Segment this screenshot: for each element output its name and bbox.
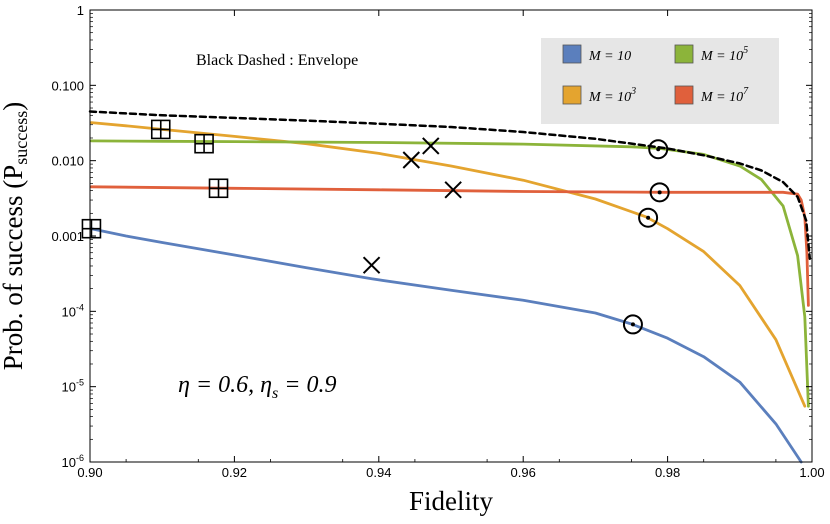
marker-odot-ring <box>649 182 670 203</box>
x-tick-label: 0.94 <box>366 465 391 480</box>
legend-label: M = 103 <box>588 86 636 105</box>
series-lines <box>88 110 812 464</box>
marker-boxplus <box>194 133 214 154</box>
y-tick-label: 0.010 <box>51 154 84 169</box>
markers <box>81 119 670 335</box>
legend-swatch <box>562 85 582 105</box>
legend-label: M = 107 <box>700 86 749 105</box>
series-line-m-10 <box>90 227 803 464</box>
legend-label-base: M = 10 <box>700 90 743 105</box>
marker-odot-ring <box>638 207 659 228</box>
legend-label-base: M = 10 <box>588 49 631 64</box>
y-tick-exp: -6 <box>76 453 84 463</box>
legend-swatch <box>674 85 694 105</box>
marker-cross <box>362 256 381 274</box>
parameters-tail: = 0.9 <box>278 372 336 398</box>
series-line-envelope <box>88 110 812 260</box>
parameters-sub: s <box>272 385 278 402</box>
y-tick-base: 10 <box>62 304 76 319</box>
marker-odot-dot <box>630 322 635 327</box>
y-tick-exp: -5 <box>76 378 84 388</box>
y-tick-label: 10-6 <box>62 453 84 470</box>
x-tick-label: 0.98 <box>655 465 680 480</box>
y-tick-base: 10 <box>62 380 76 395</box>
y-tick-exp: -4 <box>76 302 84 312</box>
marker-odot <box>648 139 669 160</box>
x-axis-title: Fidelity <box>409 486 494 516</box>
legend-label-base: M = 10 <box>700 49 743 64</box>
x-tick-label: 0.90 <box>77 465 102 480</box>
marker-odot-ring <box>648 139 669 160</box>
marker-odot-ring <box>622 314 643 335</box>
annotation-envelope: Black Dashed : Envelope <box>196 52 358 69</box>
y-tick-label: 10-5 <box>62 378 84 395</box>
marker-odot-dot <box>656 147 661 152</box>
y-axis-title-close: ) <box>0 102 28 111</box>
parameters-main: η = 0.6, η <box>178 372 272 398</box>
y-tick-label: 10-4 <box>62 302 84 319</box>
marker-cross <box>444 181 462 199</box>
y-axis-title-main: Prob. of success (P <box>0 165 28 370</box>
legend-swatch <box>674 44 694 64</box>
marker-odot <box>638 207 659 228</box>
marker-cross-b <box>362 256 381 274</box>
marker-odot <box>622 314 643 335</box>
marker-cross <box>402 151 420 169</box>
marker-cross-b <box>444 181 462 199</box>
y-axis-title: Prob. of success (Psuccess) <box>0 102 31 370</box>
y-tick-label: 1 <box>77 3 84 18</box>
x-tick-label: 0.92 <box>222 465 247 480</box>
marker-odot-dot <box>646 215 651 220</box>
y-tick-label: 0.100 <box>51 78 84 93</box>
y-tick-label: 0.001 <box>51 229 84 244</box>
legend-label-exp: 3 <box>630 86 636 97</box>
series-line-m-10-5 <box>90 139 810 408</box>
marker-odot-dot <box>657 190 662 195</box>
parameters-label: η = 0.6, ηs = 0.9 <box>178 372 336 402</box>
legend-label-exp: 7 <box>743 86 749 97</box>
legend-label: M = 105 <box>700 45 748 64</box>
marker-boxplus <box>208 178 229 199</box>
marker-cross <box>422 137 440 155</box>
x-tick-label: 1.00 <box>799 465 824 480</box>
marker-odot <box>649 182 670 203</box>
series-line-m-10-7 <box>90 185 810 307</box>
y-axis-title-sub: success <box>11 111 31 165</box>
marker-boxplus <box>81 218 102 239</box>
y-tick-base: 10 <box>62 455 76 470</box>
x-tick-label: 0.96 <box>511 465 536 480</box>
ticks: 0.90 0.92 0.94 0.96 0.98 1.00 1 0.100 0.010 0.001… <box>51 3 824 480</box>
legend-label-exp: 5 <box>743 45 748 56</box>
marker-cross-b <box>422 137 440 155</box>
legend-swatch <box>562 44 582 64</box>
legend-label-base: M = 10 <box>588 90 631 105</box>
legend-label: M = 10 <box>588 49 631 64</box>
marker-boxplus <box>150 119 171 140</box>
series-line-m-10-3 <box>90 121 807 408</box>
marker-cross-b <box>402 151 420 169</box>
